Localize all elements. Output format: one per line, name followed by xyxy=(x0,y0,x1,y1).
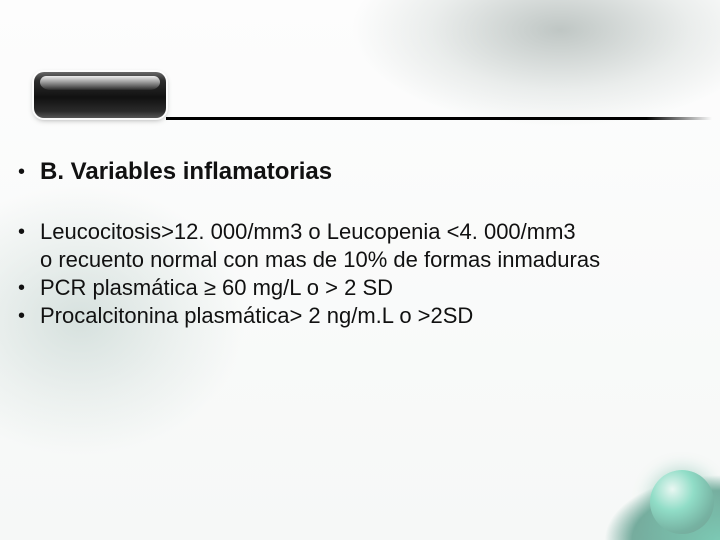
heading-row: • B. Variables inflamatorias xyxy=(18,158,702,186)
list-item-text: Procalcitonina plasmática> 2 ng/m.L o >2… xyxy=(40,302,473,330)
bullet-icon: • xyxy=(18,274,40,302)
slide-content: • B. Variables inflamatorias • Leucocito… xyxy=(18,158,702,330)
list-item: • Procalcitonina plasmática> 2 ng/m.L o … xyxy=(18,302,702,330)
title-divider xyxy=(166,117,712,120)
bullet-icon: • xyxy=(18,158,40,186)
bullet-icon: • xyxy=(18,302,40,330)
list-item: • PCR plasmática ≥ 60 mg/L o > 2 SD xyxy=(18,274,702,302)
bullet-icon: • xyxy=(18,218,40,246)
list-item: • Leucocitosis>12. 000/mm3 o Leucopenia … xyxy=(18,218,702,246)
list-item-text: PCR plasmática ≥ 60 mg/L o > 2 SD xyxy=(40,274,393,302)
list-item-continuation: o recuento normal con mas de 10% de form… xyxy=(40,246,702,274)
slide-heading: B. Variables inflamatorias xyxy=(40,158,332,186)
list-item-text: Leucocitosis>12. 000/mm3 o Leucopenia <4… xyxy=(40,218,576,246)
title-chip xyxy=(34,72,166,118)
corner-decoration xyxy=(540,450,720,540)
